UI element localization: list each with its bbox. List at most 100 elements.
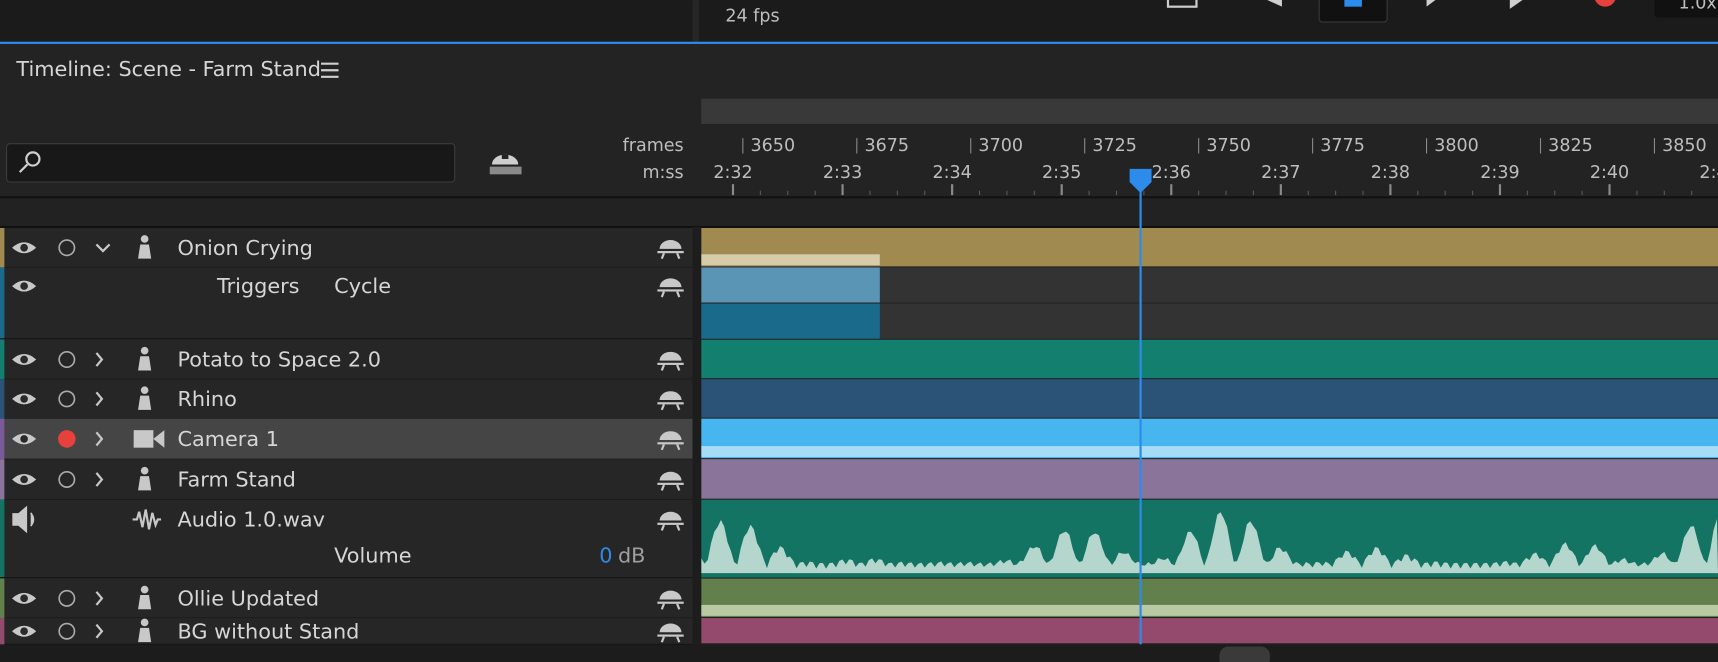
arm-base bbox=[657, 402, 684, 405]
arm-toggle[interactable] bbox=[657, 391, 684, 411]
panel-divider bbox=[692, 0, 700, 42]
arm-toggle[interactable] bbox=[657, 511, 684, 531]
volume-value[interactable]: 0 bbox=[599, 544, 612, 568]
audio-row bbox=[0, 499, 693, 579]
trigger-label: Triggers bbox=[216, 274, 300, 298]
track-divider bbox=[692, 226, 702, 645]
expand-toggle[interactable] bbox=[95, 623, 104, 639]
arm-toggle[interactable] bbox=[657, 590, 684, 610]
arm-dome bbox=[659, 590, 682, 600]
layer-row[interactable] bbox=[0, 578, 693, 619]
layer-row[interactable] bbox=[0, 618, 693, 645]
stop-button[interactable] bbox=[1318, 0, 1388, 23]
visibility-toggle[interactable] bbox=[12, 433, 37, 445]
scroll-thumb[interactable] bbox=[1219, 646, 1270, 662]
record-arm[interactable] bbox=[58, 589, 76, 607]
step-forward-button[interactable] bbox=[1509, 0, 1532, 9]
trigger-clip[interactable] bbox=[701, 303, 880, 339]
arm-toggle[interactable] bbox=[657, 623, 684, 643]
arm-legs bbox=[660, 291, 681, 298]
expand-toggle[interactable] bbox=[95, 591, 104, 606]
expand-toggle[interactable] bbox=[95, 431, 104, 447]
visibility-toggle[interactable] bbox=[12, 280, 37, 292]
frame-label: 3650 bbox=[751, 136, 796, 156]
record-button[interactable] bbox=[1594, 0, 1616, 7]
puppet-body bbox=[138, 595, 152, 610]
expand-toggle[interactable] bbox=[95, 472, 104, 487]
search-box[interactable] bbox=[6, 143, 456, 183]
visibility-toggle[interactable] bbox=[12, 592, 37, 604]
record-arm[interactable] bbox=[58, 622, 76, 640]
record-arm[interactable] bbox=[58, 470, 76, 488]
visibility-toggle[interactable] bbox=[12, 473, 37, 485]
playhead[interactable] bbox=[1129, 168, 1152, 645]
layer-track[interactable] bbox=[701, 618, 1718, 644]
arm-legs bbox=[660, 603, 681, 610]
top-panel bbox=[0, 0, 1718, 42]
layer-row[interactable] bbox=[0, 418, 693, 460]
arm-toggle[interactable] bbox=[657, 278, 684, 298]
record-arm[interactable] bbox=[58, 430, 76, 448]
arm-toggle[interactable] bbox=[657, 351, 684, 371]
audio-name: Audio 1.0.wav bbox=[177, 508, 324, 532]
focus-line bbox=[0, 41, 1718, 44]
layer-track[interactable] bbox=[701, 379, 1718, 418]
visibility-toggle[interactable] bbox=[12, 242, 37, 254]
time-label: 2:39 bbox=[1480, 163, 1519, 183]
arm-dome bbox=[659, 431, 682, 441]
eye-pupil bbox=[20, 627, 28, 636]
ruler-scroll-bar[interactable] bbox=[701, 98, 1718, 124]
panel-title: Timeline: Scene - Farm Stand bbox=[15, 57, 321, 81]
puppet-head bbox=[140, 386, 149, 395]
eye-pupil bbox=[20, 282, 28, 290]
layer-color bbox=[0, 379, 5, 419]
visibility-toggle[interactable] bbox=[12, 625, 37, 637]
record-arm[interactable] bbox=[58, 350, 76, 368]
puppet-head bbox=[140, 235, 149, 243]
layer-row[interactable] bbox=[0, 339, 693, 380]
layer-track[interactable] bbox=[701, 459, 1718, 499]
step-back-button[interactable] bbox=[1258, 0, 1282, 7]
arm-toggle[interactable] bbox=[657, 471, 684, 491]
layer-row[interactable] bbox=[0, 228, 693, 268]
go-start-button[interactable] bbox=[1166, 0, 1198, 8]
layer-color bbox=[0, 578, 5, 619]
eye-pupil bbox=[20, 243, 28, 252]
arm-toggle[interactable] bbox=[657, 431, 684, 451]
layer-color bbox=[0, 618, 5, 645]
expand-toggle[interactable] bbox=[95, 352, 104, 367]
layer-color bbox=[0, 499, 5, 579]
track-area bbox=[701, 228, 1718, 644]
arm-base bbox=[657, 522, 684, 525]
layer-color bbox=[0, 339, 5, 380]
layer-name: BG without Stand bbox=[177, 619, 359, 643]
puppet-body bbox=[138, 476, 152, 491]
puppet-icon bbox=[138, 386, 152, 410]
arm-dome bbox=[659, 471, 682, 481]
camera-lens bbox=[153, 430, 165, 448]
speed-box[interactable] bbox=[1654, 0, 1718, 18]
expand-toggle[interactable] bbox=[95, 391, 104, 407]
record-arm[interactable] bbox=[58, 390, 76, 408]
record-arm[interactable] bbox=[58, 239, 76, 257]
arm-toggle[interactable] bbox=[657, 240, 684, 260]
puppet-head bbox=[140, 618, 149, 627]
layer-track[interactable] bbox=[701, 339, 1718, 379]
layer-row[interactable] bbox=[0, 379, 693, 419]
puppet-filter-button[interactable] bbox=[489, 154, 522, 175]
layer-row[interactable] bbox=[0, 459, 693, 500]
visibility-toggle[interactable] bbox=[12, 354, 37, 365]
time-label: 2:36 bbox=[1152, 163, 1191, 183]
mute-toggle[interactable] bbox=[12, 505, 35, 534]
arm-base bbox=[657, 442, 684, 445]
visibility-toggle[interactable] bbox=[12, 393, 37, 405]
panel-menu[interactable] bbox=[321, 62, 339, 78]
trigger-clip[interactable] bbox=[701, 267, 880, 303]
frame-label: 3675 bbox=[864, 136, 909, 156]
arm-legs bbox=[660, 252, 681, 260]
arm-legs bbox=[660, 636, 681, 643]
layer-name: Rhino bbox=[177, 387, 236, 411]
expand-toggle[interactable] bbox=[95, 243, 111, 253]
arm-legs bbox=[660, 484, 681, 491]
